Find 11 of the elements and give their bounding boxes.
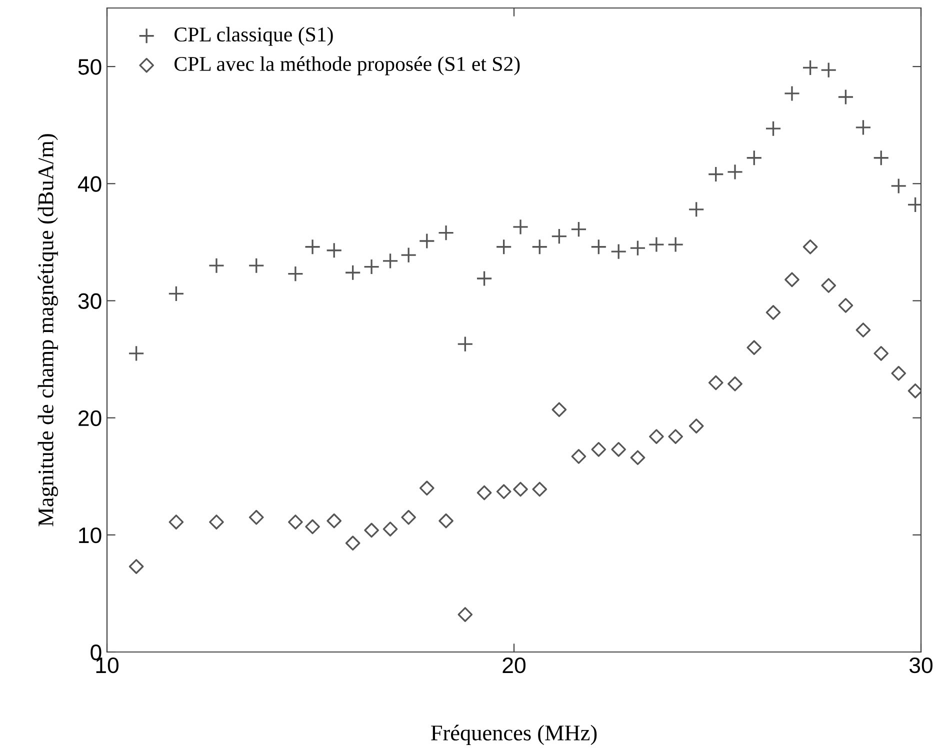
legend-label: CPL classique (S1) <box>174 26 333 46</box>
y-tick-label: 40 <box>78 176 102 192</box>
x-axis-title: Fréquences (MHz) <box>431 724 597 745</box>
y-tick-label: 10 <box>79 527 102 544</box>
y-axis-title: Magnitude de champ magnétique (dBuA/m) <box>38 134 58 526</box>
y-tick-label: 30 <box>78 293 102 309</box>
legend-label: CPL avec la méthode proposée (S1 et S2) <box>174 56 520 76</box>
y-tick-label: 20 <box>78 410 102 426</box>
x-tick-label: 20 <box>502 657 526 674</box>
y-tick-label: 50 <box>78 59 102 75</box>
x-tick-label: 30 <box>909 657 932 674</box>
